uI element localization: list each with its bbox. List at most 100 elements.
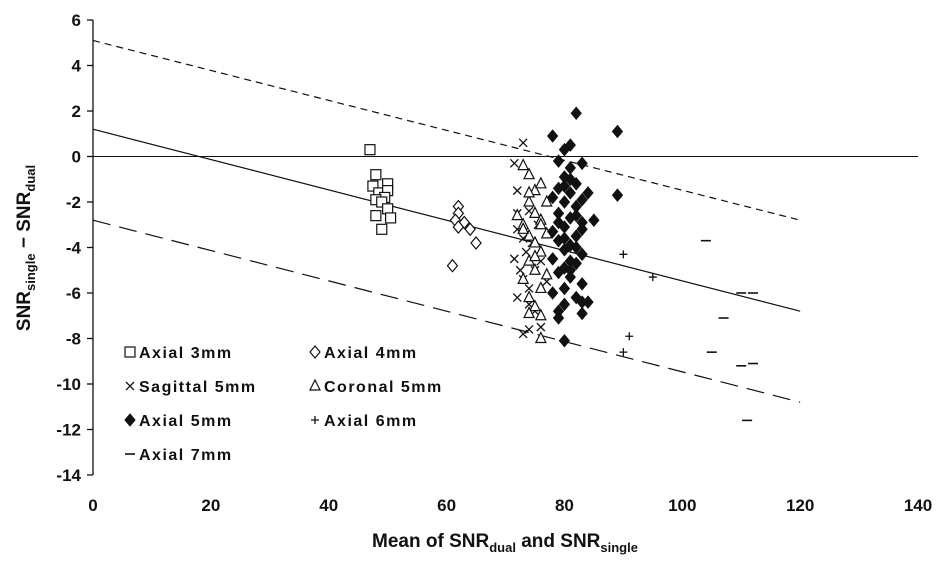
series-axial-7mm: [700, 239, 758, 422]
data-point: [546, 252, 559, 266]
legend-marker: [125, 381, 135, 391]
data-point: [534, 331, 547, 344]
y-tick-label: 2: [72, 102, 81, 121]
data-point: [576, 277, 588, 291]
data-point: [564, 172, 576, 187]
legend-marker: [309, 345, 321, 359]
data-point: [546, 224, 559, 239]
data-point: [588, 213, 600, 227]
data-point: [446, 258, 459, 273]
data-point: [509, 158, 519, 168]
data-point: [523, 167, 536, 180]
data-point: [517, 272, 530, 284]
data-point: [534, 281, 547, 294]
data-point: [558, 142, 571, 157]
data-point: [518, 138, 528, 148]
data-point: [611, 124, 624, 139]
data-point: [364, 144, 376, 156]
data-point: [534, 217, 547, 230]
data-point: [528, 183, 541, 196]
legend-item: Axial 3mm: [124, 345, 231, 362]
data-point: [517, 221, 530, 234]
data-point: [534, 176, 547, 189]
data-point: [523, 194, 536, 207]
data-point: [384, 212, 397, 224]
data-point: [534, 308, 547, 321]
data-point: [564, 263, 576, 278]
data-point: [470, 236, 482, 250]
legend: Axial 3mm Axial 4mm Sagittal 5mm Coronal 5m…: [124, 345, 443, 464]
data-point: [576, 156, 588, 171]
y-tick-label: -10: [56, 375, 81, 394]
data-point: [524, 283, 534, 293]
legend-item: Coronal 5mm: [309, 378, 443, 396]
data-point: [570, 208, 582, 223]
reference-line-solid: [92, 128, 801, 312]
y-tick-label: 0: [72, 148, 81, 167]
reference-lines: [92, 39, 918, 403]
data-point: [367, 180, 379, 192]
data-point: [464, 222, 476, 237]
data-point: [534, 244, 547, 257]
data-point: [376, 196, 388, 208]
y-tick-label: -8: [66, 330, 81, 349]
y-tick-label: -12: [56, 421, 81, 440]
legend-label: Axial 7mm: [139, 447, 233, 464]
data-point: [370, 210, 382, 222]
data-point: [546, 190, 559, 205]
data-point: [517, 158, 530, 171]
data-point: [540, 267, 553, 280]
series-axial-3mm: [364, 144, 397, 235]
legend-label: Axial 5mm: [139, 413, 233, 430]
y-tick-label: 4: [72, 57, 82, 76]
legend-item: Axial 4mm: [309, 345, 416, 362]
data-point: [558, 333, 571, 348]
data-point: [518, 329, 528, 339]
data-point: [511, 208, 524, 221]
x-tick-label: 20: [201, 496, 220, 515]
x-axis-title: Mean of SNRdual and SNRsingle: [372, 531, 638, 555]
x-tick-label: 140: [904, 496, 932, 515]
data-point: [528, 206, 541, 218]
data-point: [576, 222, 588, 237]
axis-titles: Mean of SNRdual and SNRsingle SNRsingle −…: [14, 165, 638, 555]
data-point: [648, 273, 657, 282]
x-tick-label: 120: [786, 496, 814, 515]
data-point: [528, 235, 541, 248]
y-tick-label: -14: [56, 466, 81, 485]
data-point: [558, 179, 571, 193]
data-point: [546, 286, 559, 300]
x-tick-label: 40: [319, 496, 338, 515]
x-tick-label: 100: [668, 496, 696, 515]
data-point: [540, 194, 553, 207]
legend-item: Axial 7mm: [125, 447, 233, 464]
legend-label: Coronal 5mm: [324, 379, 443, 396]
series-axial-5mm: [546, 106, 624, 348]
reference-line-long-dash: [92, 219, 801, 403]
legend-label: Axial 6mm: [324, 413, 418, 430]
data-point: [382, 203, 394, 215]
data-point: [564, 161, 576, 175]
y-tick-label: -4: [66, 239, 82, 258]
legend-marker: [124, 413, 136, 427]
data-point: [536, 322, 546, 332]
data-point: [512, 293, 522, 303]
series-coronal-5mm: [511, 158, 553, 344]
data-point: [625, 332, 634, 341]
legend-label: Sagittal 5mm: [139, 379, 257, 396]
data-point: [558, 297, 571, 312]
data-point: [582, 295, 594, 309]
data-point: [576, 192, 588, 207]
y-axis-title: SNRsingle − SNRdual: [14, 165, 38, 331]
data-point: [619, 348, 628, 357]
data-point: [558, 281, 571, 296]
data-point: [552, 265, 565, 280]
data-point: [452, 220, 465, 234]
data-point: [376, 223, 388, 235]
x-tick-label: 0: [88, 496, 97, 515]
data-point: [570, 240, 582, 255]
data-point: [611, 188, 624, 202]
data-point: [564, 186, 576, 200]
legend-item: Sagittal 5mm: [125, 379, 257, 396]
